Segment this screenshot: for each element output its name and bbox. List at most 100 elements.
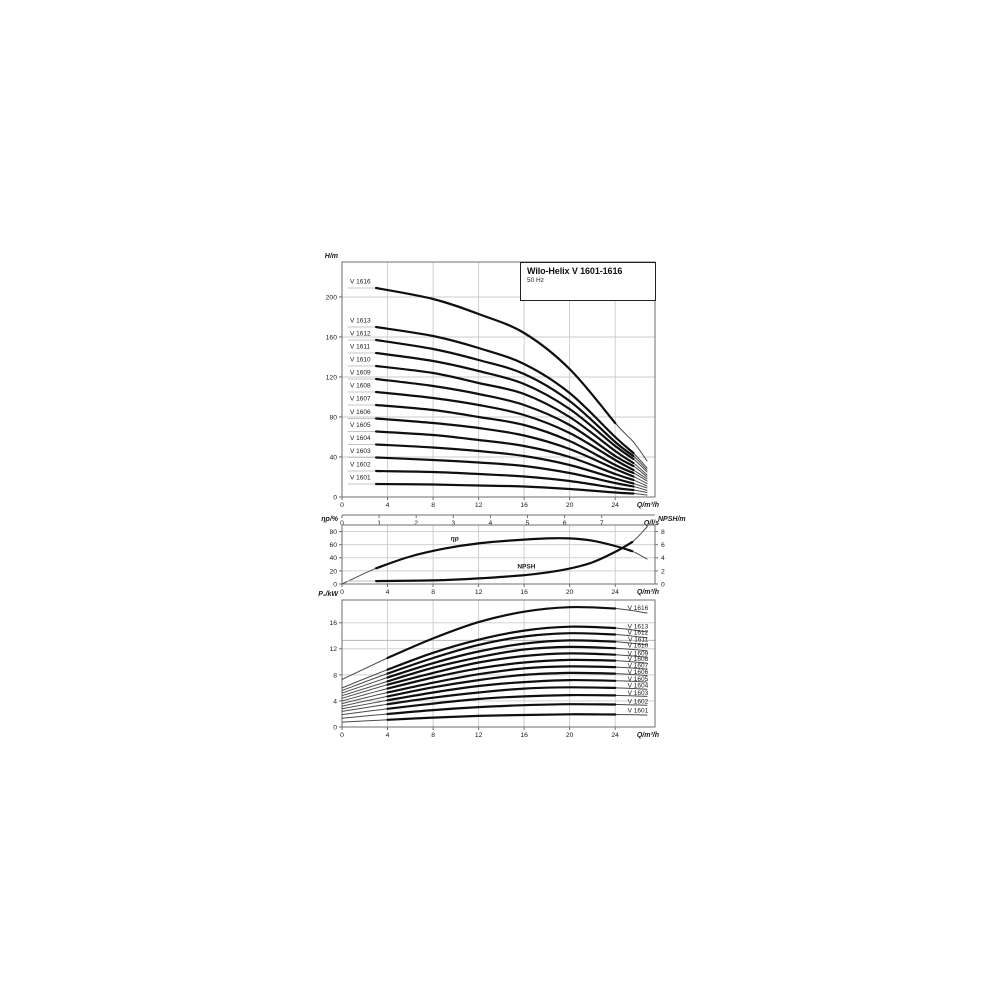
curve-label-V 1609: V 1609: [628, 650, 649, 657]
y2-tick-label: 4: [661, 555, 665, 562]
curve-V 1604: [375, 443, 635, 485]
x-axis-unit-label: Q/m³/h: [637, 502, 659, 509]
curve-V 1605: [375, 430, 635, 482]
power-chart: 0 4 8 12 16 20 24 Q/m³/h 0 4 8 12 16 P₂/kW V 1616 V 161…: [318, 591, 659, 739]
y-axis-unit-label: P₂/kW: [318, 591, 339, 598]
x-tick-label: 0: [340, 589, 344, 596]
curve-V 1604: [386, 686, 617, 706]
y-tick-label: 80: [329, 414, 337, 421]
y2-tick-label: 2: [661, 568, 665, 575]
y-tick-label: 0: [333, 494, 337, 501]
curve-V 1611: [375, 351, 635, 461]
curve-V 1607: [375, 403, 635, 475]
curve-label-NPSH: NPSH: [517, 564, 535, 571]
curve-label-V 1611: V 1611: [350, 344, 371, 351]
x2-axis-unit-label: Q/l/s: [644, 520, 659, 527]
y-tick-label: 0: [333, 724, 337, 731]
curve-V 1608: [375, 390, 635, 472]
x-axis-unit-label: Q/m³/h: [637, 732, 659, 739]
y2-tick-label: 6: [661, 542, 665, 549]
curve-V 1602: [375, 469, 635, 492]
y-tick-label: 120: [326, 374, 338, 381]
curve-V 1616: [375, 286, 617, 425]
curve-label-ηp: ηp: [451, 536, 459, 543]
x-tick-label: 16: [520, 589, 528, 596]
curve-label-V 1607: V 1607: [350, 396, 371, 403]
curve-label-V 1608: V 1608: [628, 656, 649, 663]
x-tick-label: 24: [611, 732, 619, 739]
curve-label-V 1606: V 1606: [350, 409, 371, 416]
curve-label-V 1601: V 1601: [350, 475, 371, 482]
power-chart-frame: [341, 599, 656, 728]
curve-V 1605: [386, 678, 617, 702]
y-axis-unit-label: ηp/%: [321, 516, 338, 523]
curve-ηp: [375, 537, 634, 570]
x-tick-label: 4: [386, 589, 390, 596]
y-tick-label: 160: [326, 334, 338, 341]
curve-label-V 1612: V 1612: [350, 331, 371, 338]
curve-label-V 1602: V 1602: [628, 699, 649, 706]
y-axis-unit-label: H/m: [325, 253, 338, 260]
curve-V 1607: [386, 665, 617, 694]
y-tick-label: 0: [333, 581, 337, 588]
x-tick-label: 8: [431, 502, 435, 509]
efficiency-npsh-chart-frame: [341, 524, 656, 585]
x2-tick-label: 5: [526, 520, 530, 527]
chart-title: Wilo-Helix V 1601-1616: [527, 266, 623, 276]
y-tick-label: 200: [326, 294, 338, 301]
curve-label-V 1610: V 1610: [628, 643, 649, 650]
x-tick-label: 20: [566, 732, 574, 739]
curve-V 1601: [386, 713, 617, 721]
x-axis-unit-label: Q/m³/h: [637, 589, 659, 596]
curve-label-V 1603: V 1603: [350, 448, 371, 455]
x-tick-label: 20: [566, 589, 574, 596]
x-tick-label: 4: [386, 502, 390, 509]
curve-label-V 1608: V 1608: [350, 383, 371, 390]
x-tick-label: 24: [611, 589, 619, 596]
curve-label-V 1609: V 1609: [350, 370, 371, 377]
x-tick-label: 4: [386, 732, 390, 739]
curve-label-V 1612: V 1612: [628, 630, 649, 637]
curve-label-V 1616: V 1616: [350, 279, 371, 286]
x-tick-label: 20: [566, 502, 574, 509]
x-tick-label: 8: [431, 589, 435, 596]
curve-label-V 1605: V 1605: [628, 676, 649, 683]
curve-label-V 1604: V 1604: [628, 683, 649, 690]
curve-label-V 1611: V 1611: [628, 637, 649, 644]
curve-label-V 1616: V 1616: [628, 605, 649, 612]
x-tick-label: 16: [520, 502, 528, 509]
efficiency-npsh-chart: 0 4 8 12 16 20 24 Q/m³/h020406080ηp/%02468NPSH/…: [321, 516, 685, 596]
x-tick-label: 0: [340, 732, 344, 739]
curve-V 1608: [386, 658, 617, 690]
x2-tick-label: 7: [600, 520, 604, 527]
x-tick-label: 12: [475, 589, 483, 596]
curve-label-V 1607: V 1607: [628, 662, 649, 669]
x-tick-label: 0: [340, 502, 344, 509]
curve-V 1606: [375, 417, 635, 478]
curve-label-V 1606: V 1606: [628, 669, 649, 676]
curve-label-V 1613: V 1613: [350, 318, 371, 325]
head-chart-frame: [341, 261, 656, 498]
x2-tick-label: 1: [377, 520, 381, 527]
chart-subtitle: 50 Hz: [527, 277, 544, 284]
curve-V 1602: [386, 703, 617, 716]
curve-label-V 1602: V 1602: [350, 462, 371, 469]
x-tick-label: 12: [475, 502, 483, 509]
curve-V 1612: [386, 632, 617, 675]
y-tick-label: 60: [329, 542, 337, 549]
curve-V 1606: [386, 671, 617, 698]
y-tick-label: 80: [329, 529, 337, 536]
y-tick-label: 8: [333, 672, 337, 679]
curve-V 1609: [375, 377, 635, 468]
curve-label-V 1613: V 1613: [628, 624, 649, 631]
curve-V 1603: [375, 456, 635, 488]
curve-label-V 1603: V 1603: [628, 690, 649, 697]
curve-V 1616: [386, 605, 617, 660]
x2-tick-label: 0: [340, 520, 344, 527]
curve-V 1612: [375, 338, 635, 458]
x-tick-label: 24: [611, 502, 619, 509]
curve-NPSH: [375, 540, 634, 583]
curve-V 1610: [375, 364, 635, 465]
